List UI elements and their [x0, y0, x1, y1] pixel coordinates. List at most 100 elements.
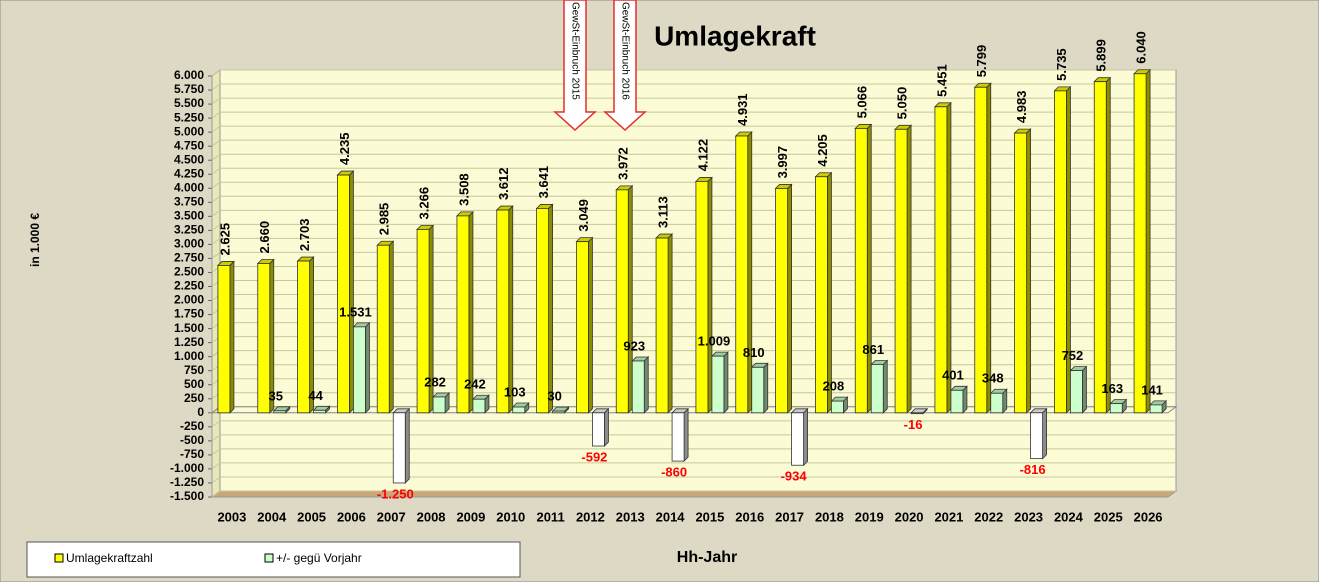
- bar-face: [711, 355, 725, 414]
- bar: [694, 176, 713, 414]
- bar-face: [735, 135, 749, 414]
- bar: [471, 394, 490, 414]
- bar: [1093, 76, 1112, 414]
- y-tick-label: 1.000: [174, 349, 204, 363]
- y-tick-label: 750: [184, 363, 204, 377]
- y-tick-label: 1.750: [174, 307, 204, 321]
- bar-face: [1026, 128, 1031, 414]
- bar: [671, 407, 690, 463]
- value-label: 5.799: [974, 45, 989, 78]
- bar-face: [671, 412, 685, 462]
- x-tick-label: 2013: [616, 509, 645, 524]
- value-label: 3.612: [496, 167, 511, 200]
- bar: [336, 170, 355, 414]
- value-label: 163: [1101, 381, 1123, 396]
- bar: [710, 351, 729, 414]
- grid-line: [211, 434, 1176, 442]
- bar-face: [349, 170, 354, 414]
- bar: [910, 407, 929, 415]
- value-label: 3.508: [456, 173, 471, 206]
- bar: [1109, 398, 1128, 414]
- value-label: 401: [942, 368, 964, 383]
- bar-face: [751, 366, 765, 414]
- y-tick-label: 4.000: [174, 180, 204, 194]
- value-label: -592: [581, 449, 607, 464]
- bar: [455, 210, 474, 414]
- bar-face: [747, 131, 753, 414]
- value-label: 5.735: [1054, 48, 1069, 81]
- bar: [256, 258, 275, 414]
- bar-face: [1105, 76, 1111, 414]
- bar: [216, 260, 235, 414]
- bar: [511, 402, 530, 414]
- y-tick-label: -1.500: [170, 489, 204, 503]
- bar: [989, 388, 1008, 414]
- bar-face: [831, 400, 844, 414]
- y-tick-label: -250: [180, 419, 204, 433]
- value-label: 1.531: [339, 304, 372, 319]
- bar-face: [388, 240, 394, 414]
- bar-face: [1014, 132, 1027, 414]
- value-label: 141: [1141, 382, 1163, 397]
- y-tick-label: 2.500: [174, 265, 204, 279]
- value-label: 2.660: [257, 221, 272, 254]
- legend-label: +/- gegü Vorjahr: [276, 551, 362, 565]
- legend-swatch: [264, 553, 274, 563]
- x-tick-label: 2011: [536, 509, 564, 524]
- value-label: 3.049: [576, 199, 591, 232]
- bar-face: [392, 412, 406, 484]
- value-label: 5.066: [855, 86, 870, 119]
- y-tick-label: 4.500: [174, 152, 204, 166]
- bar-face: [990, 392, 1004, 414]
- bar-face: [536, 208, 549, 414]
- bar: [949, 385, 968, 414]
- bar-face: [297, 260, 310, 414]
- bar: [1053, 85, 1072, 414]
- y-axis-label: in 1.000 €: [28, 213, 42, 267]
- bar: [312, 405, 331, 414]
- y-tick-label: -500: [180, 433, 204, 447]
- value-label: 3.113: [656, 196, 671, 228]
- bar-face: [1149, 404, 1163, 414]
- bar-face: [432, 396, 446, 414]
- bar-face: [866, 123, 872, 414]
- annotation: GewSt-Einbruch 2016: [619, 2, 630, 100]
- bar: [416, 224, 435, 414]
- x-tick-label: 2004: [257, 509, 287, 524]
- bar-face: [775, 188, 788, 414]
- annotation-arrow: [553, 0, 597, 132]
- annotation: GewSt-Einbruch 2015: [569, 2, 580, 100]
- value-label: -1.250: [377, 486, 414, 501]
- bar: [1149, 399, 1168, 414]
- bar-face: [1042, 407, 1047, 460]
- y-tick-label: 3.000: [174, 237, 204, 251]
- y-tick-label: -750: [180, 447, 204, 461]
- x-tick-label: 2019: [855, 509, 884, 524]
- bar-face: [1109, 403, 1123, 414]
- bar: [575, 236, 594, 414]
- y-tick-label: 5.500: [174, 96, 204, 110]
- bar: [933, 101, 952, 414]
- x-tick-label: 2016: [735, 509, 764, 524]
- bar-face: [791, 412, 804, 466]
- y-tick-label: 2.000: [174, 293, 204, 307]
- value-label: -934: [781, 469, 808, 484]
- bar-face: [787, 183, 792, 414]
- y-tick-label: 1.250: [174, 335, 204, 349]
- x-tick-label: 2006: [337, 509, 366, 524]
- value-label: 752: [1062, 348, 1084, 363]
- grid-line: [211, 462, 1176, 470]
- bar-face: [854, 128, 868, 414]
- y-tick-label: 5.250: [174, 110, 204, 124]
- x-tick-label: 2023: [1014, 509, 1043, 524]
- bar-face: [508, 205, 514, 414]
- y-tick-label: 6.000: [174, 68, 204, 82]
- bar: [495, 205, 514, 414]
- bar: [296, 256, 315, 414]
- grid-line: [211, 97, 1176, 105]
- grid-line: [211, 448, 1176, 456]
- value-label: 4.983: [1014, 91, 1029, 124]
- value-label: 208: [823, 379, 845, 394]
- bar-face: [552, 410, 565, 414]
